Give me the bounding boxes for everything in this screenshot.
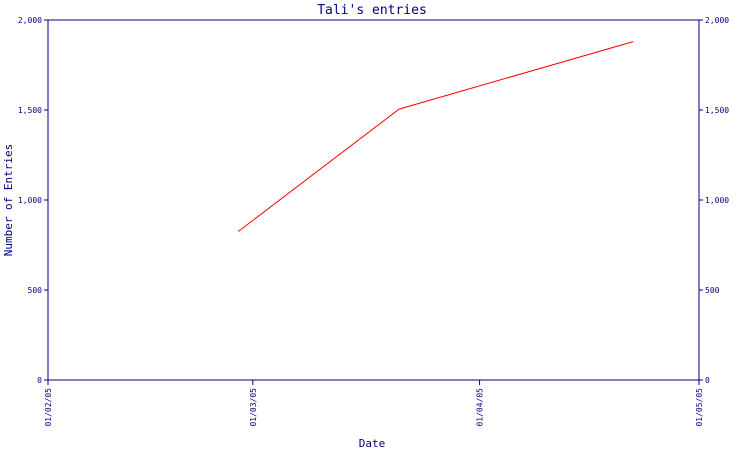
left-y-axis-ticks: 0 500 1,000 1,500 2,000 <box>18 16 48 385</box>
x-tick-label: 01/05/05 <box>695 388 704 427</box>
x-tick-label: 01/04/05 <box>476 388 485 427</box>
x-axis-ticks: 01/02/05 01/03/05 01/04/05 01/05/05 <box>44 380 704 427</box>
x-axis-label: Date <box>359 437 386 450</box>
chart-title: Tali's entries <box>317 3 427 18</box>
y-axis-label: Number of Entries <box>2 144 15 257</box>
plot-area <box>47 19 700 381</box>
x-tick-label: 01/02/05 <box>44 388 53 427</box>
y-tick-label-left: 1,000 <box>18 196 42 205</box>
y-tick-label-left: 0 <box>37 376 42 385</box>
y-tick-label-left: 1,500 <box>18 106 42 115</box>
y-tick-label-right: 2,000 <box>705 16 729 25</box>
series-group <box>237 41 634 232</box>
y-tick-label-left: 500 <box>28 286 43 295</box>
y-tick-label-right: 500 <box>705 286 720 295</box>
right-y-axis-ticks: 0 500 1,000 1,500 2,000 <box>699 16 729 385</box>
y-tick-label-right: 1,500 <box>705 106 729 115</box>
y-tick-label-right: 0 <box>705 376 710 385</box>
y-tick-label-right: 1,000 <box>705 196 729 205</box>
series-line <box>237 41 634 232</box>
x-tick-label: 01/03/05 <box>249 388 258 427</box>
y-tick-label-left: 2,000 <box>18 16 42 25</box>
